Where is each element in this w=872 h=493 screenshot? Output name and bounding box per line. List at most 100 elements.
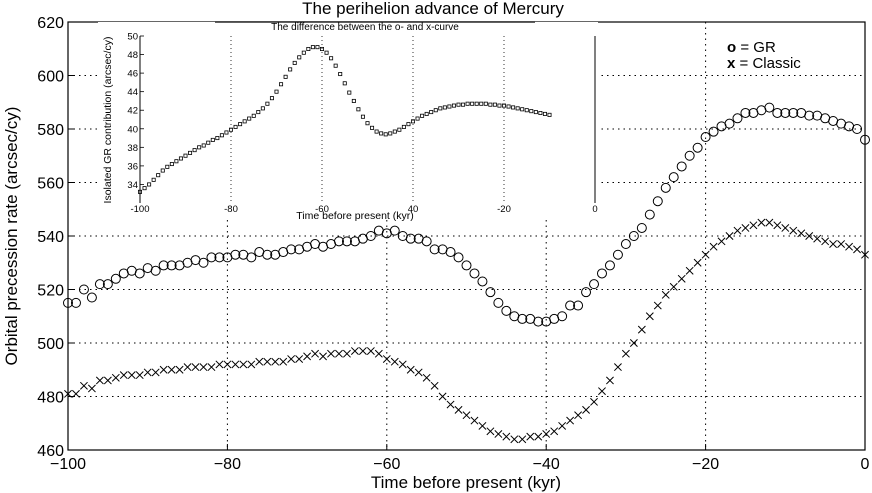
classic-point (342, 349, 351, 358)
gr-point (469, 268, 480, 279)
inset-point (492, 102, 497, 107)
gr-point (684, 150, 695, 161)
classic-point (295, 355, 304, 364)
gr-point (86, 292, 97, 303)
inset-point (147, 182, 152, 187)
classic-point (693, 258, 702, 267)
gr-point (333, 236, 344, 247)
classic-point (255, 357, 264, 366)
inset-title: The difference between the o- and x-curv… (271, 22, 459, 33)
classic-point (398, 360, 407, 369)
classic-point (701, 250, 710, 259)
inset-point (365, 121, 370, 126)
classic-point (645, 312, 654, 321)
inset-y-tick-label: 42 (127, 106, 138, 117)
classic-point (127, 371, 136, 380)
legend-classic-marker: x (727, 55, 736, 72)
classic-point (223, 360, 232, 369)
inset-point (301, 50, 306, 55)
classic-point (613, 363, 622, 372)
inset-point (538, 111, 543, 116)
inset-point (338, 72, 343, 77)
classic-point (119, 371, 128, 380)
classic-point (709, 242, 718, 251)
inset-point (279, 82, 284, 87)
inset-point (520, 107, 525, 112)
inset-point (329, 56, 334, 61)
classic-point (829, 240, 838, 248)
classic-point (550, 427, 559, 436)
main-y-tick-label: 460 (37, 443, 64, 460)
classic-point (215, 360, 224, 369)
inset-point (474, 101, 479, 106)
classic-point (191, 363, 200, 372)
gr-point (262, 249, 273, 260)
inset-point (206, 140, 211, 145)
classic-point (725, 232, 734, 240)
gr-point (477, 276, 488, 287)
inset-point (347, 90, 352, 95)
gr-point (636, 222, 647, 233)
classic-point (749, 221, 758, 230)
classic-point (271, 357, 280, 366)
gr-point (405, 233, 416, 244)
main-ticks: −100 −80 −60 −40 −20 046048050052054056058060… (37, 15, 869, 473)
gr-point (620, 239, 631, 250)
inset-x-tick-label: -80 (224, 204, 238, 215)
inset-point (392, 129, 397, 134)
classic-point (454, 405, 463, 414)
inset-x-tick-label: -60 (315, 204, 329, 215)
inset-point (483, 101, 488, 106)
gr-point (565, 300, 576, 311)
classic-point (853, 245, 861, 254)
inset-point (324, 50, 329, 55)
inset-point (283, 74, 288, 79)
inset-point (251, 113, 256, 118)
inset-point (461, 102, 466, 107)
classic-point (111, 373, 120, 382)
classic-point (374, 349, 383, 358)
gr-point (700, 132, 711, 143)
inset-point (142, 186, 147, 191)
gr-point (485, 287, 496, 298)
inset-point (228, 127, 233, 132)
gr-point (676, 161, 687, 172)
classic-point (590, 397, 598, 406)
classic-point (526, 432, 535, 441)
gr-point (804, 110, 815, 121)
main-x-tick-label: −40 (533, 456, 560, 473)
inset-point (429, 110, 434, 115)
inset-y-tick-label: 38 (127, 143, 138, 154)
gr-point (94, 279, 105, 290)
inset-point (274, 89, 279, 94)
inset-point (479, 101, 484, 106)
inset-series (137, 45, 552, 194)
classic-point (430, 381, 439, 390)
legend: o = GR x = Classic (727, 39, 801, 72)
gr-point (206, 252, 217, 263)
classic-point (685, 266, 694, 275)
inset-point (233, 124, 238, 129)
main-x-tick-label: −20 (692, 456, 719, 473)
gr-point (246, 252, 257, 263)
classic-point (757, 218, 766, 227)
classic-point (279, 357, 288, 366)
inset-point (242, 119, 247, 124)
inset-point (370, 125, 375, 130)
gr-point (596, 268, 607, 279)
gr-point (589, 279, 600, 290)
inset-point (442, 105, 447, 110)
main-x-tick-label: 0 (861, 456, 870, 473)
inset-point (188, 150, 193, 155)
classic-point (861, 250, 869, 259)
classic-point (534, 432, 543, 441)
inset-point (197, 145, 202, 150)
classic-point (207, 363, 216, 372)
inset-point (310, 45, 315, 50)
classic-point (366, 347, 375, 355)
inset-point (260, 106, 265, 111)
classic-point (151, 368, 160, 377)
inset-point (224, 130, 229, 135)
classic-point (95, 376, 104, 385)
inset-point (415, 116, 420, 121)
